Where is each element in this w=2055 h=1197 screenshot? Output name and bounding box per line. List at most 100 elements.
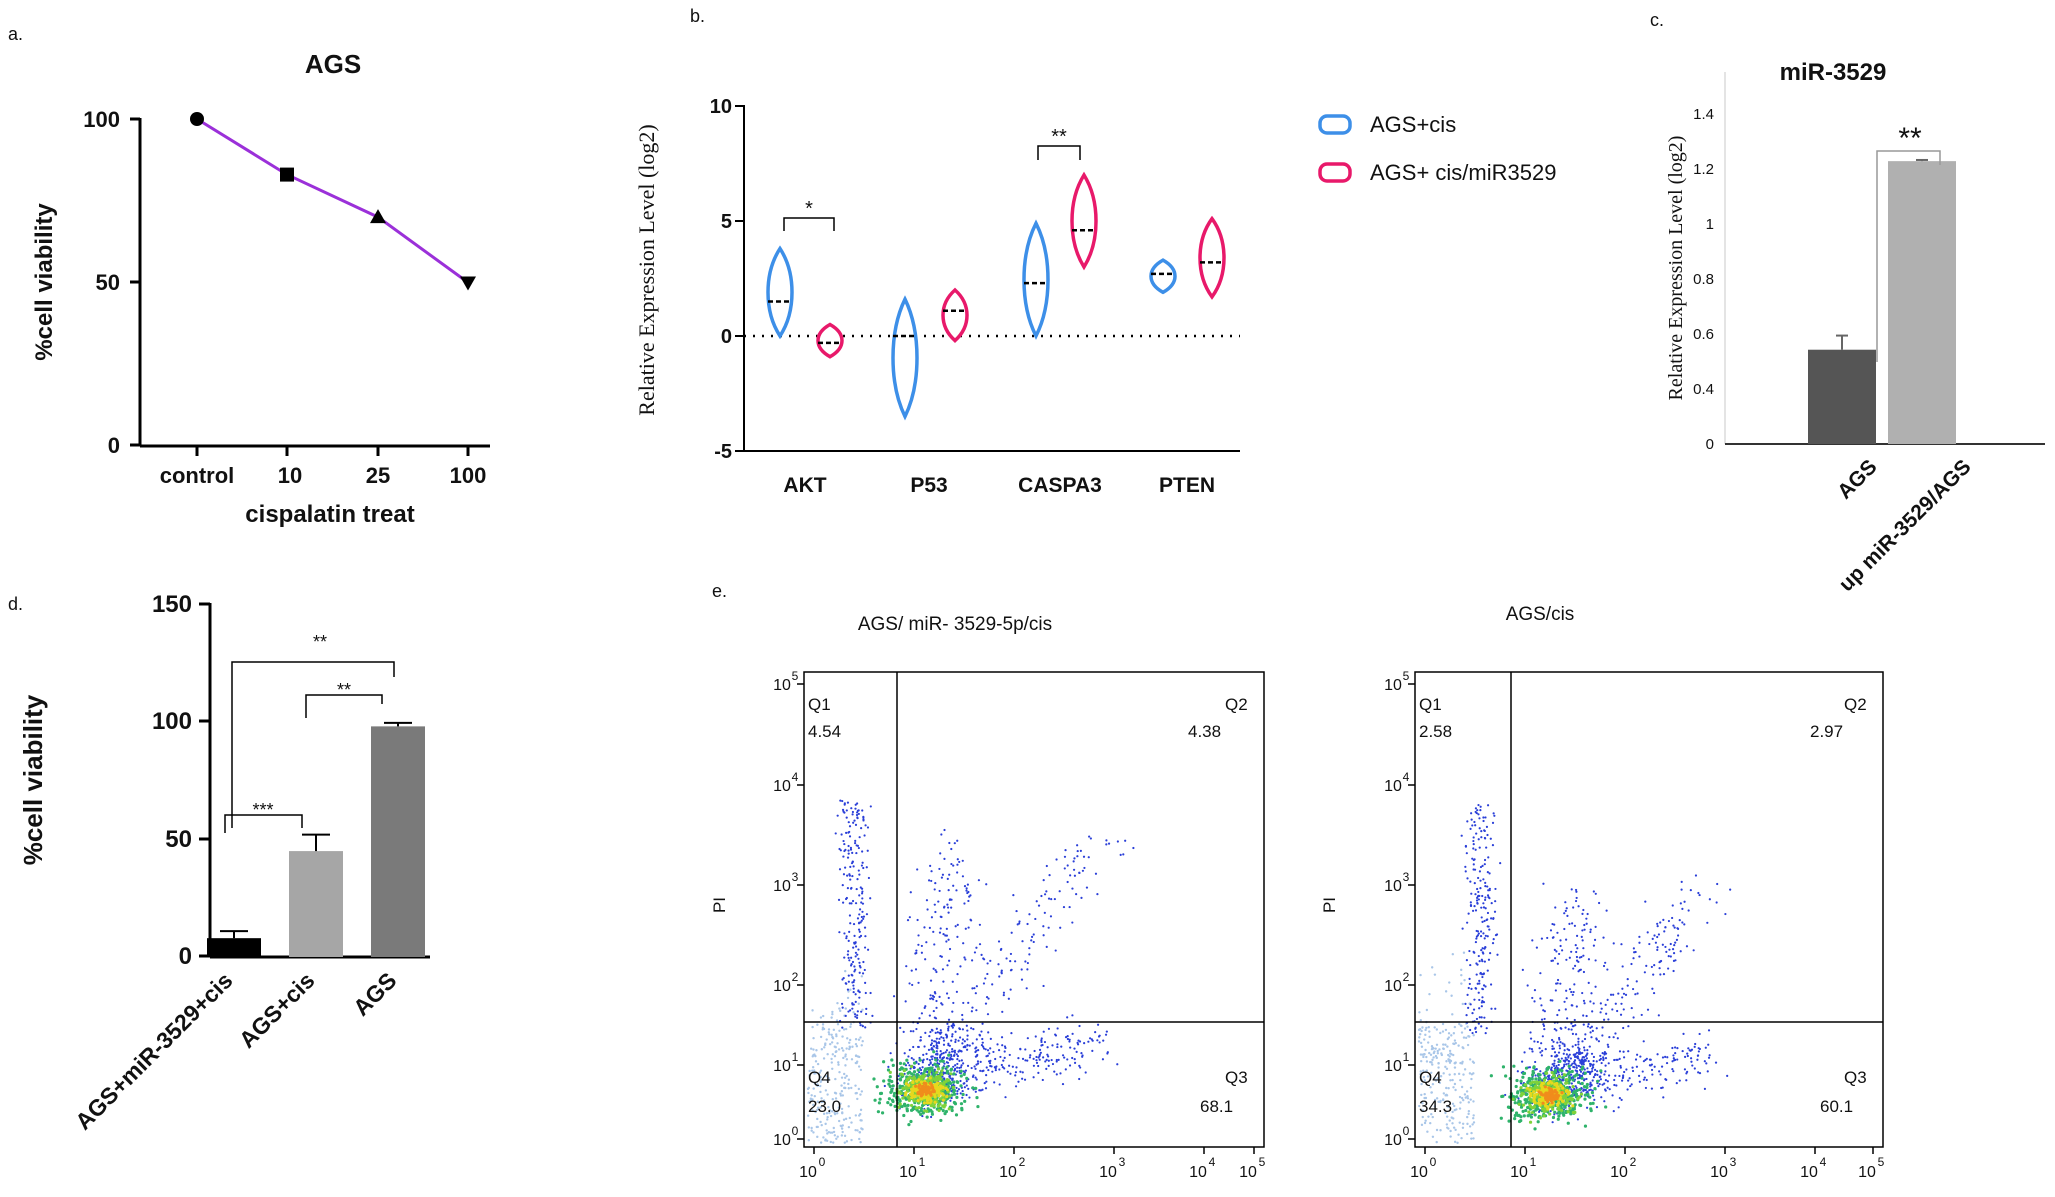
dot [1667,967,1670,970]
dot [951,1078,954,1081]
dot [848,835,852,838]
dot [1519,1088,1523,1092]
dot [1458,1022,1461,1026]
dot [836,1001,839,1005]
flow-plot-1: AGS/ miR- 3529-5p/cis Q1 4.54 Q2 4.38 Q3… [710,614,1266,1181]
dot [830,1016,833,1019]
dot [1529,1037,1533,1040]
dot [1466,1115,1469,1119]
chart-title: AGS [305,49,361,79]
dot [1623,1070,1626,1074]
dot [900,1104,904,1109]
data-point [280,167,294,182]
dot [1568,1106,1572,1110]
dot [1451,1013,1454,1016]
dot [986,1013,990,1016]
dot [840,1127,844,1130]
dot [1469,963,1472,967]
dot [1697,1071,1700,1074]
dot [831,1035,834,1039]
dot [860,901,863,904]
dot [863,968,866,972]
dot [1588,1095,1592,1099]
dot [890,1098,895,1102]
dot [1472,847,1475,850]
dot [908,1075,912,1079]
dot [852,1003,855,1006]
dot [856,1097,859,1101]
dot [1672,969,1675,973]
dot [816,1135,819,1139]
dot [1621,996,1624,999]
dot [942,1036,945,1040]
dot [1431,1058,1434,1062]
dot [1556,1013,1559,1017]
dot [1612,993,1615,996]
dot [859,921,862,924]
y-tick-exponent: 0 [1403,1124,1410,1138]
dot [812,1087,815,1090]
dot [951,980,954,983]
dot [1436,1049,1439,1053]
dot [942,1082,946,1087]
dot [824,1042,827,1045]
dot [908,1064,911,1067]
dot [984,1087,988,1090]
dot [963,902,966,905]
dot [807,1139,810,1142]
dot [1572,967,1575,970]
dot [846,988,850,991]
dot [1690,1060,1693,1063]
dot [1075,1050,1078,1053]
dot [816,1023,819,1026]
dot [1599,1054,1602,1057]
dot [1621,965,1624,968]
dot [1531,1069,1535,1073]
dot [1573,1054,1576,1058]
dot [1669,955,1672,958]
dot [1094,1031,1097,1034]
dot [928,1076,932,1080]
dot [882,1060,886,1064]
dot [1521,1103,1526,1107]
dot [1444,1043,1447,1046]
dot [956,871,959,874]
dot [959,1079,962,1083]
dot [1493,814,1496,817]
dot [1116,840,1119,843]
dot [1015,909,1018,913]
dot [1559,1040,1562,1044]
dot [819,1084,822,1088]
dot [1035,1059,1038,1062]
flow-plot-2: AGS/cis Q1 2.58 Q2 2.97 Q3 60.1 Q4 34.3 … [1320,604,1885,1181]
dot [1586,1025,1590,1028]
dot [842,1056,845,1060]
dot [1674,1046,1677,1049]
dot [1557,1101,1561,1105]
dot [846,887,849,890]
dot [946,1078,950,1082]
significance-label: ** [1898,122,1922,155]
dot [1068,1064,1072,1067]
dot [1475,899,1479,902]
dot [908,1048,911,1052]
dot [1468,949,1471,953]
dot [904,1000,907,1003]
dot [1659,921,1662,924]
dot [814,1110,817,1114]
dot [1580,1058,1584,1061]
dot [1470,1073,1474,1076]
dot [1638,1080,1641,1083]
dot [864,991,867,995]
dot [1429,1053,1433,1056]
dot [833,1112,837,1116]
dot [1042,925,1045,928]
panel-e: e. AGS/ miR- 3529-5p/cis Q1 4.54 Q2 4.38… [710,581,1885,1181]
dot [1585,1053,1588,1056]
dot [1557,1058,1560,1061]
dot [863,926,867,929]
dot [847,950,850,953]
x-tick-label: AGS [1833,455,1881,503]
